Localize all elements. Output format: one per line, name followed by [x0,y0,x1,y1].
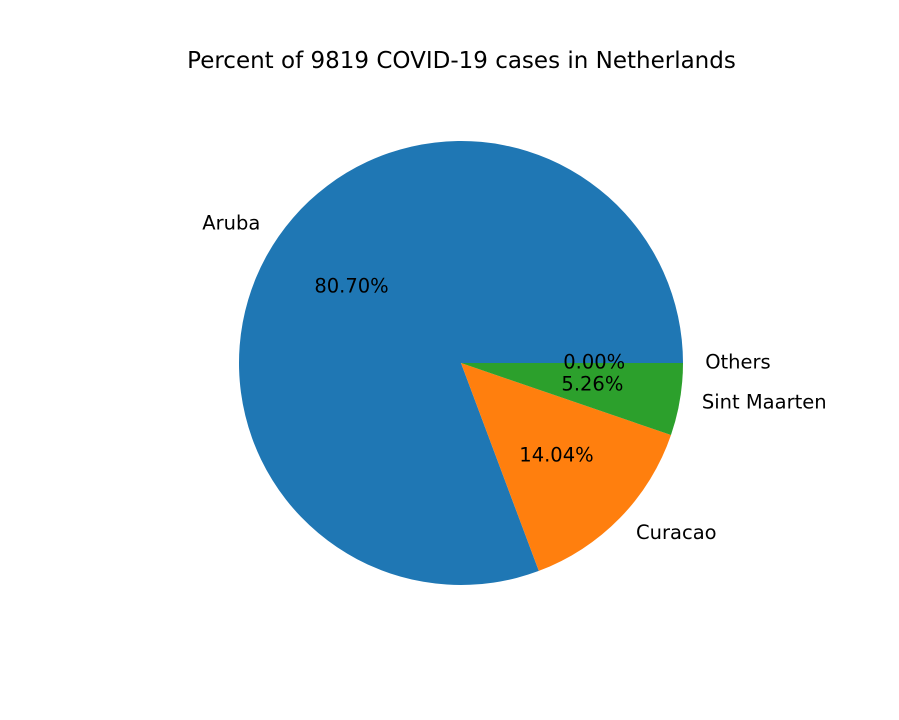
slice-label-others: Others [705,351,771,374]
chart-title: Percent of 9819 COVID-19 cases in Nether… [187,48,736,74]
slice-label-aruba: Aruba [202,211,260,234]
slice-curacao [461,363,671,571]
slice-percent-others: 0.00% [563,351,625,374]
slice-percent-curacao: 14.04% [519,443,593,466]
slice-label-curacao: Curacao [636,521,717,544]
pie-labels: Aruba 80.70% Curacao 14.04% Sint Maarten 5.26… [202,211,826,543]
slice-percent-aruba: 80.70% [314,275,388,298]
pie-slices [239,141,684,585]
slice-percent-sint-maarten: 5.26% [561,372,623,395]
slice-label-sint-maarten: Sint Maarten [702,391,827,414]
slice-sint-maarten [461,363,683,436]
